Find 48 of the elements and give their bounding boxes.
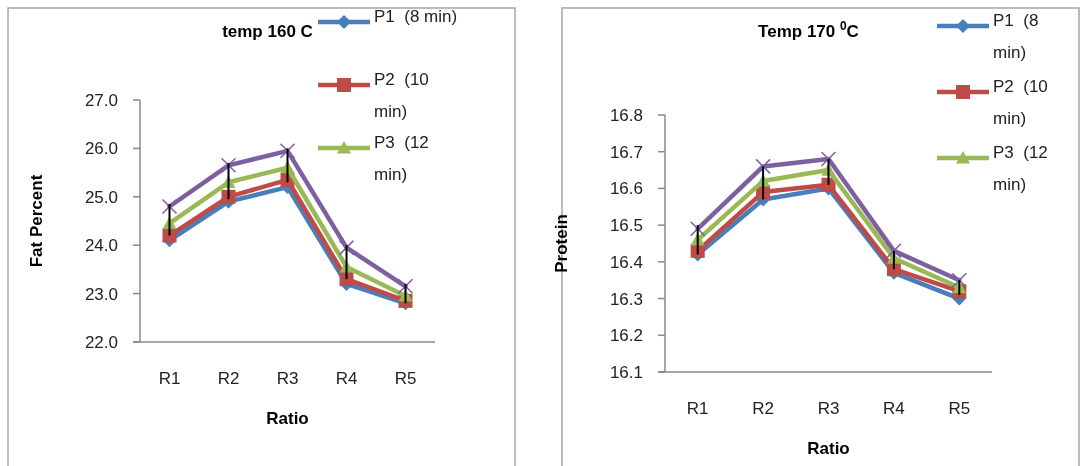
y-tick-label: 16.7	[609, 142, 643, 162]
x-axis-title: Ratio	[807, 439, 850, 458]
y-tick-label: 27.0	[84, 90, 118, 110]
y-tick-label: 16.3	[609, 289, 643, 309]
legend-label: P3 (12 min)	[374, 133, 429, 184]
point	[689, 221, 706, 237]
point	[397, 278, 414, 295]
x-tick-label: R5	[948, 399, 971, 418]
point	[279, 143, 296, 159]
y-tick-label: 16.4	[609, 252, 643, 272]
y-tick-label: 16.1	[609, 362, 643, 382]
x-tick-label: R4	[335, 369, 358, 388]
y-axis-title: Protein	[552, 214, 571, 273]
x-tick-label: R2	[752, 399, 774, 418]
chart-title: Temp 170 $^{0}$C	[758, 19, 859, 41]
point	[886, 243, 902, 259]
y-tick-label: 16.2	[609, 326, 643, 346]
x-tick-label: R3	[817, 399, 840, 418]
point	[161, 198, 178, 215]
x-tick-label: R5	[394, 369, 417, 388]
y-tick-label: 26.0	[84, 139, 118, 159]
point	[221, 189, 236, 204]
y-tick-label: 22.0	[84, 332, 118, 352]
legend-label: P1 (8 min)	[374, 7, 458, 26]
x-tick-label: R1	[686, 399, 709, 418]
point	[755, 158, 771, 175]
point	[820, 151, 837, 167]
x-tick-label: R4	[883, 399, 905, 418]
y-axis-title: Fat Percent	[27, 174, 46, 268]
point	[162, 228, 177, 243]
point	[338, 239, 355, 256]
y-tick-label: 24.0	[84, 236, 118, 256]
legend-label: P2 (10 min)	[993, 77, 1048, 128]
y-tick-label: 23.0	[84, 284, 118, 304]
y-tick-label: 16.8	[609, 105, 643, 125]
x-axis-title: Ratio	[266, 409, 309, 428]
chart-title: temp 160 C	[222, 22, 313, 41]
point	[220, 157, 237, 174]
x-tick-label: R1	[158, 369, 181, 388]
legend-label: P3 (12 min)	[993, 143, 1048, 194]
legend-label: P2 (10 min)	[374, 70, 429, 121]
x-tick-label: R2	[217, 369, 240, 388]
legend-label: P1 (8 min)	[993, 11, 1039, 62]
y-tick-label: 16.6	[609, 179, 643, 199]
y-tick-label: 16.5	[609, 216, 643, 236]
point	[951, 272, 968, 288]
x-tick-label: R3	[276, 369, 299, 388]
y-tick-label: 25.0	[84, 187, 118, 207]
